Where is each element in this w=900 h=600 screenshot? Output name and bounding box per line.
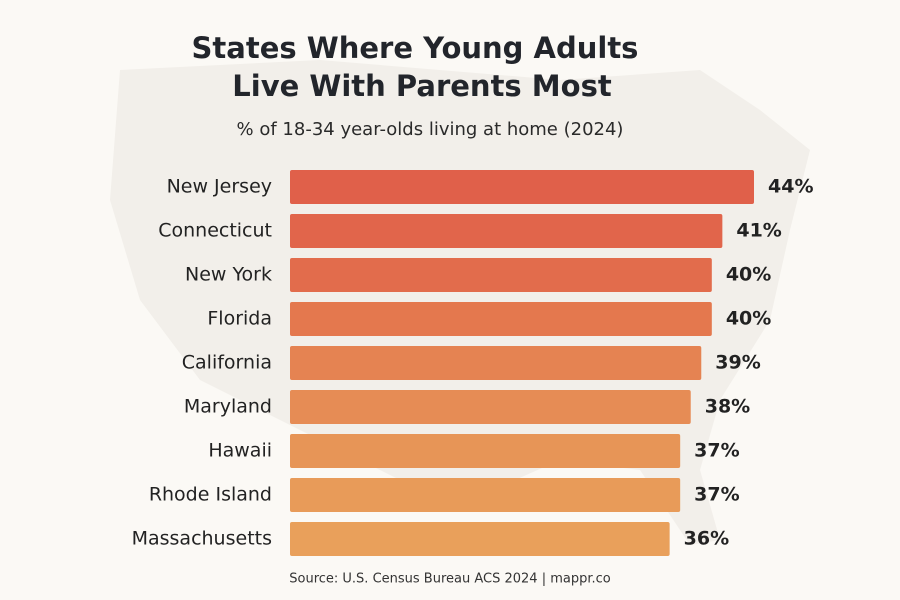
value-label: 44% (768, 176, 813, 198)
chart-title: States Where Young Adults (192, 31, 639, 65)
y-tick-label: New Jersey (167, 176, 272, 198)
y-tick-label: Hawaii (208, 440, 272, 462)
bar (290, 390, 691, 424)
chart-title: Live With Parents Most (232, 69, 612, 103)
bar (290, 214, 723, 248)
bar (290, 258, 712, 292)
bar (290, 170, 754, 204)
y-tick-label: Maryland (184, 396, 272, 418)
y-tick-label: New York (185, 264, 272, 286)
y-tick-label: California (182, 352, 272, 374)
bar (290, 434, 681, 468)
y-tick-label: Massachusetts (132, 528, 272, 550)
y-tick-label: Florida (207, 308, 272, 330)
bar (290, 478, 681, 512)
bar (290, 522, 670, 556)
source: Source: U.S. Census Bureau ACS 2024 | ma… (289, 572, 611, 587)
value-label: 36% (684, 528, 729, 550)
y-tick-label: Connecticut (158, 220, 272, 242)
value-label: 38% (705, 396, 750, 418)
value-label: 41% (736, 220, 781, 242)
value-label: 40% (726, 308, 771, 330)
chart-subtitle: % of 18-34 year-olds living at home (202… (237, 119, 624, 140)
value-label: 40% (726, 264, 771, 286)
bar (290, 346, 702, 380)
value-label: 37% (694, 440, 739, 462)
value-label: 39% (715, 352, 760, 374)
y-tick-label: Rhode Island (149, 484, 272, 506)
value-label: 37% (694, 484, 739, 506)
bar (290, 302, 712, 336)
